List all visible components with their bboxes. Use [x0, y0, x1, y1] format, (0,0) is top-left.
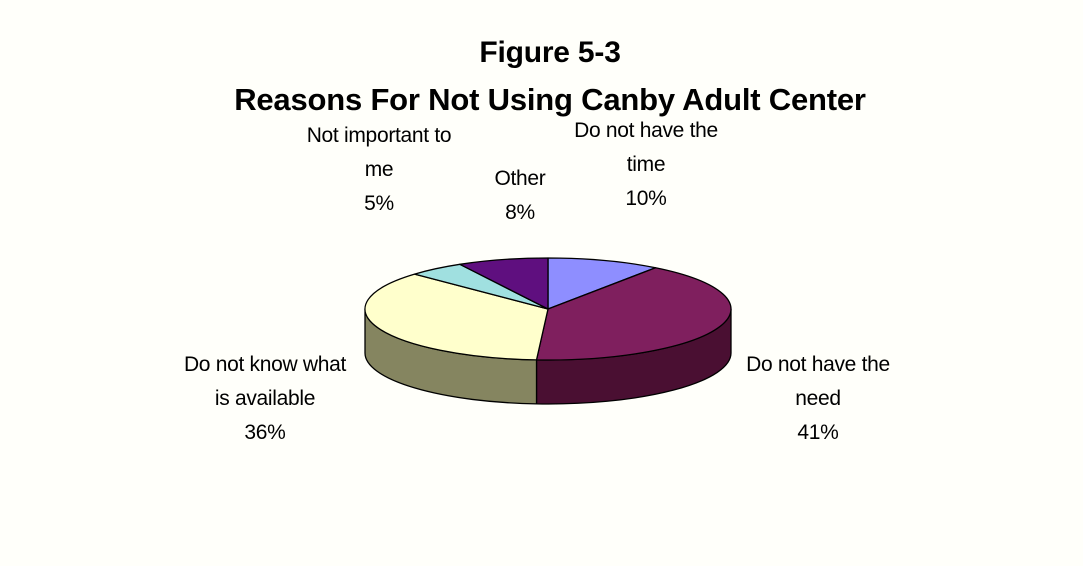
- slice-label-available-value: 36%: [244, 421, 286, 444]
- chart-title-line-2: Reasons For Not Using Canby Adult Center: [234, 82, 866, 117]
- slice-label-time-value: 10%: [625, 187, 667, 210]
- slice-label-need-line-2: need: [795, 387, 841, 410]
- slice-label-need-value: 41%: [797, 421, 839, 444]
- pie-slice-need: [535, 267, 732, 361]
- pie-top-faces: [364, 257, 732, 361]
- slice-label-time-line-2: time: [626, 153, 666, 176]
- slice-label-not-important-line-2: me: [364, 158, 394, 181]
- slice-label-other: Other 8%: [470, 162, 570, 230]
- slice-label-available-line-1: Do not know what: [183, 353, 347, 376]
- slice-label-available: Do not know what is available 36%: [160, 348, 370, 450]
- pie-slice-other: [459, 257, 549, 310]
- slice-label-time: Do not have the time 10%: [553, 114, 739, 216]
- slice-label-other-value: 8%: [505, 201, 535, 224]
- slice-label-available-line-2: is available: [214, 387, 316, 410]
- slice-label-need-line-1: Do not have the: [746, 353, 890, 376]
- slice-label-not-important: Not important to me 5%: [288, 119, 470, 221]
- slice-label-not-important-value: 5%: [364, 192, 394, 215]
- pie-slice-available: [364, 273, 549, 361]
- slice-label-not-important-line-1: Not important to: [306, 124, 452, 147]
- chart-title-line-1: Figure 5-3: [479, 36, 621, 69]
- slice-label-time-line-1: Do not have the: [574, 119, 718, 142]
- slice-label-need: Do not have the need 41%: [723, 348, 913, 450]
- slice-label-other-line-1: Other: [494, 167, 546, 190]
- pie-slice-time: [547, 257, 657, 310]
